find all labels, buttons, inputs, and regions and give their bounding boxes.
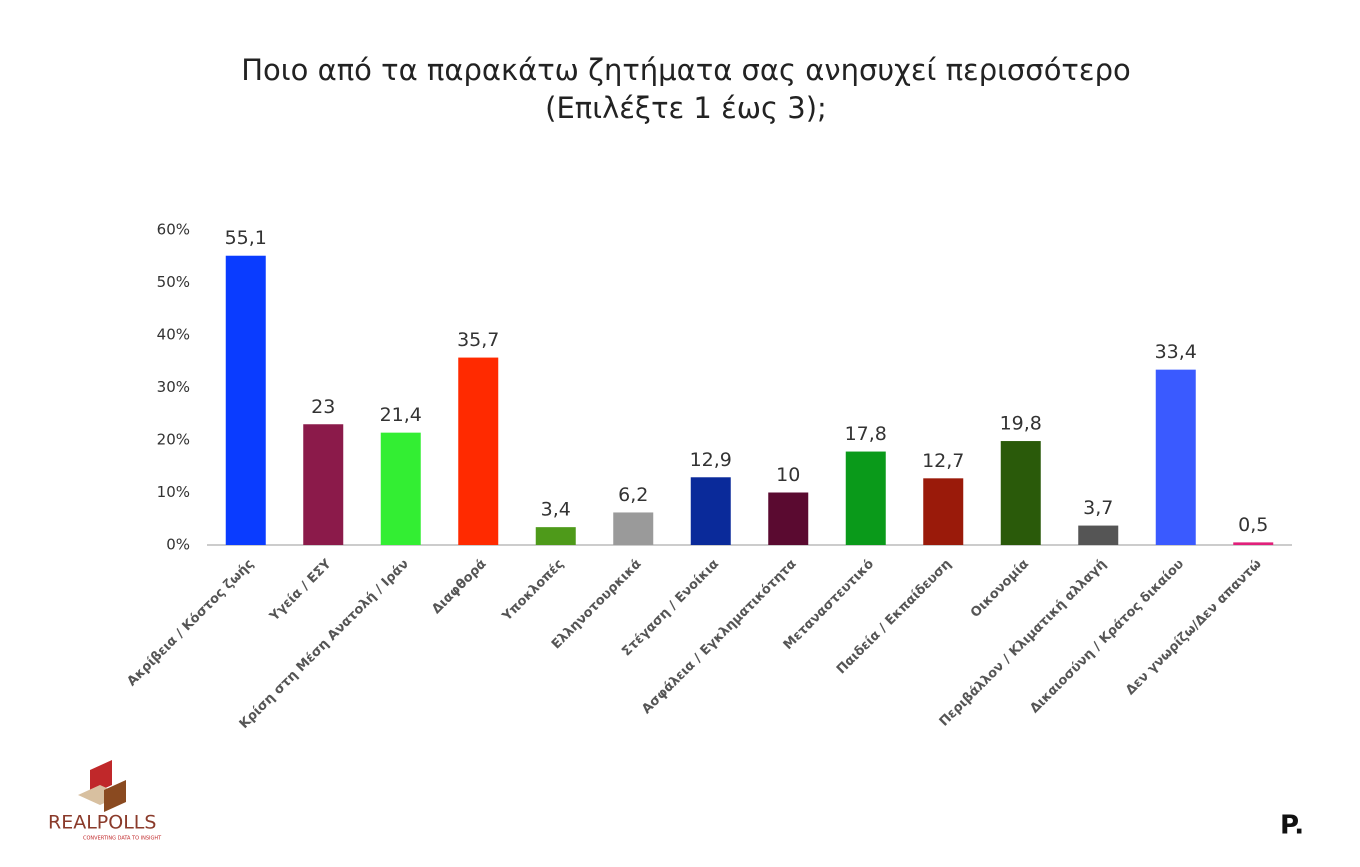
value-label: 0,5: [1238, 514, 1268, 536]
bar: [1233, 542, 1274, 545]
logo-tagline: CONVERTING DATA TO INSIGHT: [83, 836, 162, 842]
realpolls-logo: REALPOLLS CONVERTING DATA TO INSIGHT: [48, 760, 162, 842]
y-tick-label: 0%: [166, 536, 190, 554]
x-tick-label: Ακρίβεια / Κόστος ζωής: [124, 557, 257, 690]
value-label: 12,9: [690, 449, 732, 471]
bar: [613, 512, 654, 545]
y-tick-label: 60%: [157, 221, 190, 239]
y-tick-label: 40%: [157, 326, 190, 344]
value-label: 3,7: [1083, 497, 1113, 519]
x-tick-label: Υποκλοπές: [499, 557, 567, 625]
x-tick-label: Δικαιοσύνη / Κράτος δικαίου: [1027, 557, 1187, 717]
chart-title: Ποιο από τα παρακάτω ζητήματα σας ανησυχ…: [241, 53, 1130, 87]
x-tick-label: Διαφθορά: [429, 557, 489, 617]
value-label: 10: [776, 464, 800, 486]
value-label: 23: [311, 396, 335, 418]
bar: [1155, 369, 1196, 545]
x-tick-label: Ασφάλεια / Εγκληματικότητα: [639, 557, 799, 717]
bar: [535, 527, 576, 545]
logo-cube: [90, 760, 112, 795]
bar: [303, 424, 344, 545]
value-label: 12,7: [922, 450, 964, 472]
x-tick-label: Κρίση στη Μέση Ανατολή / Ιράν: [237, 557, 412, 732]
value-label: 35,7: [457, 329, 499, 351]
chart-title: (Επιλέξτε 1 έως 3);: [545, 91, 827, 125]
bar: [690, 477, 731, 545]
bar: [458, 357, 499, 545]
y-tick-label: 20%: [157, 431, 190, 449]
bar: [768, 492, 809, 545]
bar: [1000, 441, 1041, 545]
bar: [225, 255, 266, 545]
logo-text: REALPOLLS: [48, 812, 156, 834]
x-tick-label: Περιβάλλον / Κλιματική αλλαγή: [937, 557, 1110, 730]
x-tick-label: Δεν γνωρίζω/Δεν απαντώ: [1123, 557, 1264, 698]
x-tick-label: Υγεία / ΕΣΥ: [266, 556, 335, 625]
value-label: 17,8: [845, 423, 887, 445]
value-label: 6,2: [618, 484, 648, 506]
logo-cube: [104, 780, 126, 812]
x-tick-label: Οικονομία: [968, 557, 1032, 621]
value-label: 33,4: [1155, 341, 1197, 363]
corner-logo: P.: [1280, 811, 1304, 841]
value-label: 3,4: [541, 499, 571, 521]
value-label: 55,1: [225, 227, 267, 249]
bar: [380, 432, 421, 545]
y-tick-label: 30%: [157, 378, 190, 396]
y-tick-label: 50%: [157, 273, 190, 291]
y-tick-label: 10%: [157, 483, 190, 501]
bar: [845, 451, 886, 545]
value-label: 19,8: [1000, 413, 1042, 435]
value-label: 21,4: [380, 404, 422, 426]
bar: [923, 478, 964, 545]
bar: [1078, 525, 1119, 545]
